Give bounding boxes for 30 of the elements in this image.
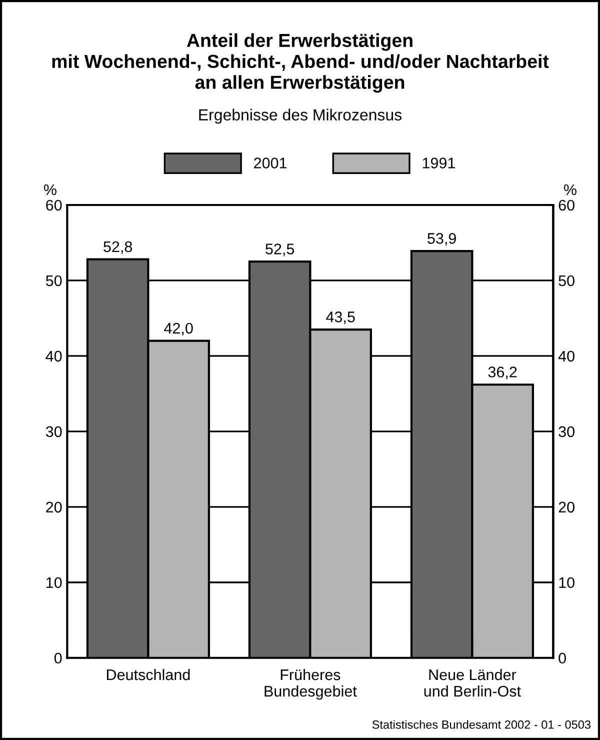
chart-title: Anteil der Erwerbstätigen mit Wochenend-, Schicht-, Abend- und/oder Nachtarbeit an allen Erwerbstätigen — [52, 33, 549, 93]
chart-subtitle: Ergebnisse des Mikrozensus — [199, 108, 402, 124]
y-tick-label: 40 — [46, 350, 62, 362]
data-label: 43,5 — [326, 312, 355, 324]
y2-tick-label: 40 — [558, 350, 574, 362]
y2-tick-label: 10 — [559, 577, 574, 588]
y-tick-label: 30 — [46, 426, 62, 438]
y-tick-label: 50 — [46, 275, 62, 286]
x-tick-label: Früheres Bundesgebiet — [264, 668, 357, 700]
y-tick-label: 60 — [46, 200, 62, 211]
data-label: 42,0 — [164, 322, 193, 336]
x-tick-label: Neue Länder und Berlin-Ost — [424, 668, 521, 697]
y2-tick-label: 0 — [558, 652, 566, 664]
y2-tick-label: 50 — [558, 275, 574, 286]
text: Statistisches Bundesamt 2002 - 01 - 0503 — [372, 720, 590, 729]
data-label: 53,9 — [428, 233, 456, 246]
y2-tick-label: 60 — [558, 200, 574, 211]
data-label: 52,5 — [266, 244, 294, 256]
y-axis-title: % — [44, 184, 56, 196]
y-tick-label: 20 — [46, 502, 62, 513]
y2-tick-label: 30 — [558, 426, 574, 438]
x-tick-label: Deutschland — [106, 668, 190, 680]
y2-tick-label: 20 — [558, 502, 574, 513]
legend-label: 2001 — [254, 158, 287, 168]
y-tick-label: 0 — [54, 652, 62, 664]
y2-axis-title: % — [564, 184, 576, 196]
legend-label: 1991 — [422, 158, 455, 168]
y-tick-label: 10 — [46, 577, 62, 588]
data-label: 52,8 — [104, 241, 132, 254]
data-label: 36,2 — [488, 366, 517, 380]
